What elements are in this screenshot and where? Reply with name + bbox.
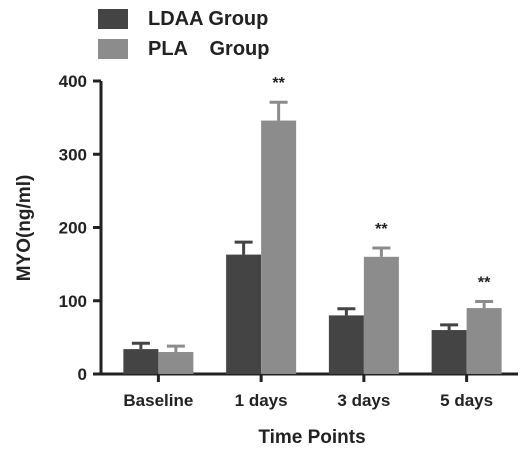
x-tick-label: 3 days bbox=[337, 391, 390, 410]
bar-pla bbox=[158, 352, 194, 374]
legend-label-ldaa: LDAA Group bbox=[148, 7, 269, 30]
significance-marker: ** bbox=[478, 274, 491, 291]
y-tick-label: 100 bbox=[59, 292, 87, 311]
bar-pla bbox=[363, 256, 399, 374]
x-tick-label: 1 days bbox=[235, 391, 288, 410]
legend: LDAA Group PLA Group bbox=[98, 4, 269, 64]
x-axis-title: Time Points bbox=[258, 427, 365, 448]
significance-marker: ** bbox=[272, 75, 285, 92]
bar-ldaa bbox=[123, 349, 159, 374]
legend-item-ldaa: LDAA Group bbox=[98, 4, 269, 34]
bar-pla bbox=[261, 120, 297, 375]
bar-ldaa bbox=[328, 315, 364, 374]
legend-label-pla: PLA Group bbox=[148, 37, 270, 60]
bar-ldaa bbox=[431, 330, 467, 374]
y-axis-title: MYO(ng/ml) bbox=[14, 175, 35, 282]
legend-item-pla: PLA Group bbox=[98, 34, 269, 64]
x-tick-label: 5 days bbox=[440, 391, 493, 410]
significance-marker: ** bbox=[375, 221, 388, 238]
bar-ldaa bbox=[226, 254, 262, 374]
legend-swatch-ldaa bbox=[98, 9, 128, 29]
y-tick-label: 400 bbox=[59, 72, 87, 91]
y-tick-label: 200 bbox=[59, 219, 87, 238]
legend-swatch-pla bbox=[98, 39, 128, 59]
y-tick-label: 300 bbox=[59, 145, 87, 164]
x-tick-label: Baseline bbox=[123, 391, 193, 410]
bar-pla bbox=[466, 308, 502, 374]
y-tick-label: 0 bbox=[78, 365, 87, 384]
plot-area: 0 100 200 300 400 Baseline 1 days ** 3 days ** 5 d… bbox=[59, 72, 518, 410]
